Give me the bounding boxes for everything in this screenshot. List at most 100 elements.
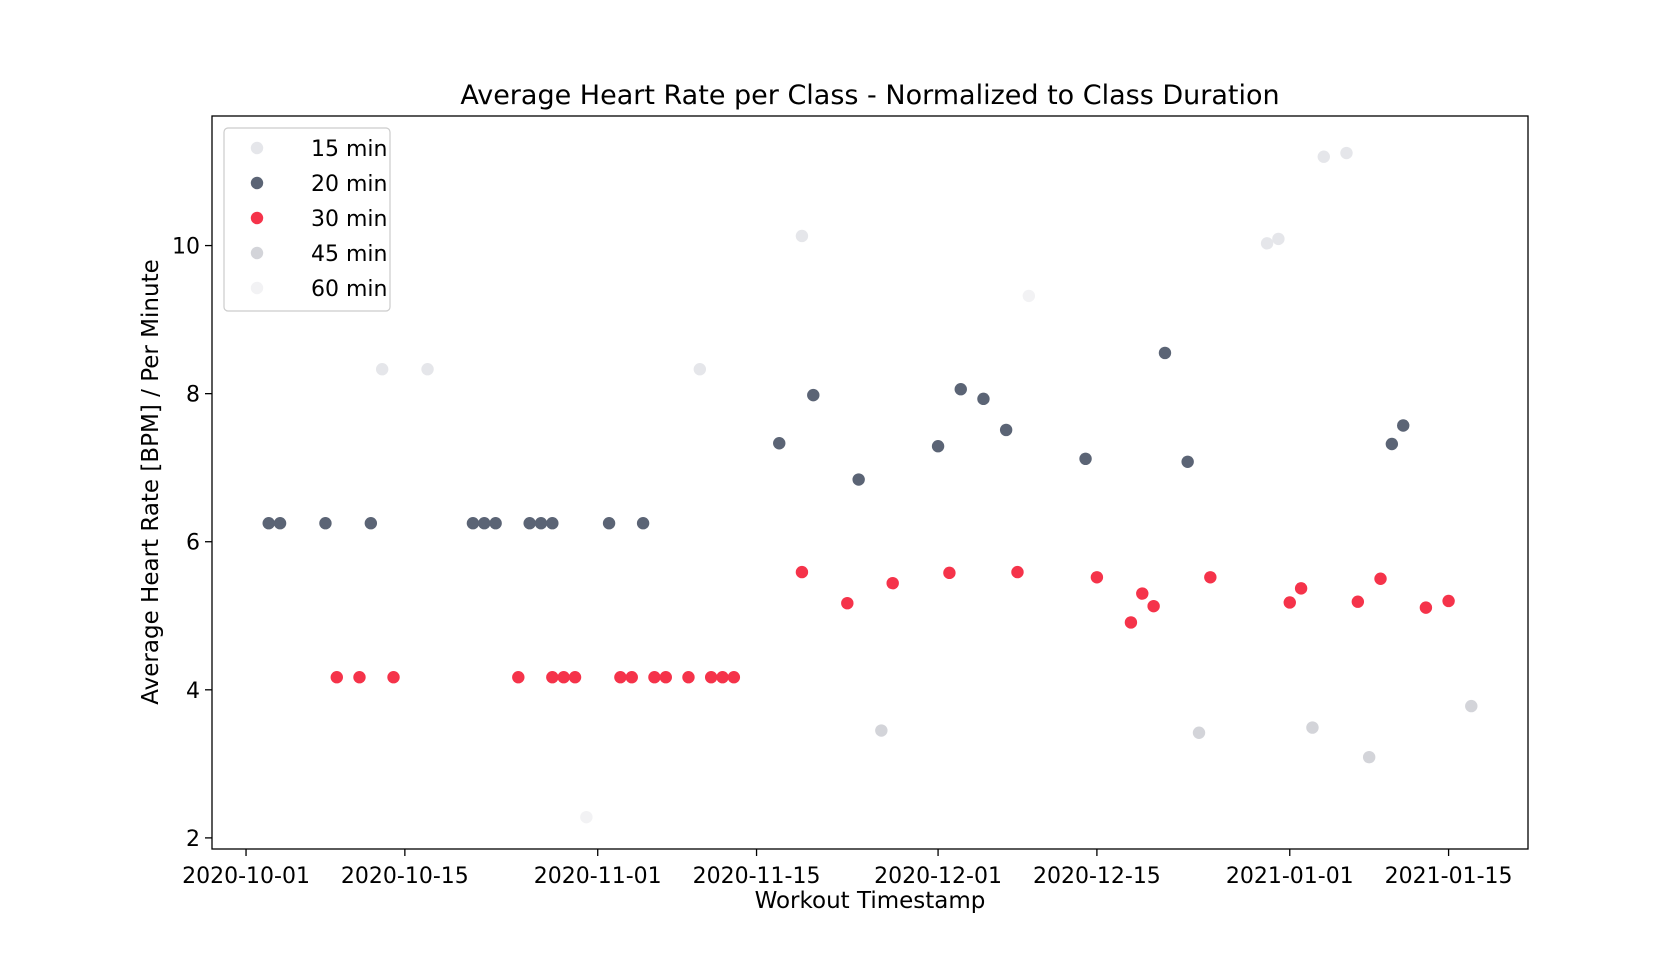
point-20-min-13 <box>807 388 820 402</box>
point-20-min-11 <box>636 517 650 530</box>
point-30-min-17 <box>886 576 899 590</box>
point-20-min-23 <box>1397 419 1410 432</box>
point-30-min-1 <box>353 671 366 684</box>
point-30-min-18 <box>943 566 956 580</box>
legend-label-30-min: 30 min <box>311 207 387 232</box>
y-tick-label: 4 <box>186 679 200 704</box>
plot-frame <box>211 115 1529 850</box>
point-20-min-3 <box>364 517 378 530</box>
point-30-min-25 <box>1283 596 1296 609</box>
point-30-min-12 <box>704 671 718 684</box>
point-20-min-10 <box>602 517 616 530</box>
x-tick-label: 2020-12-01 <box>874 864 1002 889</box>
point-15-min-3 <box>795 229 809 243</box>
y-tick-label: 8 <box>186 383 200 408</box>
x-tick-label: 2020-11-15 <box>693 864 821 889</box>
y-tick-label: 6 <box>186 531 200 556</box>
x-axis: 2020-10-01 2020-10-15 2020-11-01 2020-11-15… <box>182 849 1513 889</box>
point-30-min-15 <box>795 565 809 579</box>
legend-label-15-min: 15 min <box>311 137 387 162</box>
x-tick-label: 2020-12-15 <box>1033 864 1161 889</box>
point-20-min-4 <box>466 517 480 530</box>
point-30-min-13 <box>716 671 729 684</box>
y-tick-label: 10 <box>172 235 200 260</box>
legend-label-45-min: 45 min <box>311 242 387 267</box>
point-30-min-7 <box>614 671 627 684</box>
point-20-min-8 <box>534 517 548 530</box>
point-30-min-22 <box>1136 587 1149 600</box>
point-20-min-9 <box>546 517 559 530</box>
x-tick-label: 2021-01-15 <box>1385 864 1513 889</box>
point-45-min-0 <box>875 724 888 737</box>
point-60-min-0 <box>580 810 593 824</box>
point-20-min-20 <box>1158 346 1172 360</box>
point-30-min-24 <box>1204 571 1217 584</box>
point-20-min-22 <box>1385 437 1399 451</box>
point-30-min-4 <box>546 671 559 684</box>
point-30-min-6 <box>568 671 582 684</box>
point-60-min-1 <box>1022 289 1036 303</box>
point-30-min-9 <box>648 671 661 684</box>
legend-label-20-min: 20 min <box>311 172 387 197</box>
point-30-min-26 <box>1294 582 1308 595</box>
point-20-min-16 <box>954 383 967 396</box>
point-30-min-28 <box>1374 572 1387 585</box>
point-30-min-0 <box>330 671 343 684</box>
point-15-min-5 <box>1272 232 1285 246</box>
point-30-min-29 <box>1419 601 1433 614</box>
y-axis-label: Average Heart Rate [BPM] / Per Minute <box>138 259 164 704</box>
point-30-min-3 <box>512 671 525 684</box>
point-15-min-4 <box>1260 237 1274 250</box>
point-30-min-5 <box>557 671 570 684</box>
point-20-min-17 <box>977 392 990 406</box>
point-30-min-16 <box>841 596 854 610</box>
point-45-min-3 <box>1362 750 1376 764</box>
y-axis: 2 4 6 8 10 <box>172 235 212 852</box>
point-30-min-23 <box>1147 599 1160 613</box>
x-tick-label: 2021-01-01 <box>1226 864 1354 889</box>
point-15-min-1 <box>421 363 434 376</box>
legend-marker-45-min <box>250 246 264 260</box>
x-tick-label: 2020-10-01 <box>182 864 310 889</box>
point-30-min-2 <box>387 671 400 684</box>
point-30-min-21 <box>1124 616 1138 629</box>
point-30-min-30 <box>1442 594 1455 608</box>
point-45-min-2 <box>1306 721 1319 734</box>
legend-marker-30-min <box>250 211 264 225</box>
point-30-min-27 <box>1351 595 1365 608</box>
x-tick-label: 2020-11-01 <box>534 864 662 889</box>
point-30-min-19 <box>1011 565 1024 579</box>
legend-marker-20-min <box>250 176 264 190</box>
legend-box <box>223 127 391 312</box>
point-45-min-4 <box>1465 699 1478 713</box>
point-30-min-10 <box>659 671 672 684</box>
x-axis-label: Workout Timestamp <box>755 888 986 914</box>
point-20-min-15 <box>931 440 945 453</box>
point-20-min-7 <box>523 517 536 530</box>
point-20-min-2 <box>319 517 332 530</box>
legend-label-60-min: 60 min <box>311 277 387 302</box>
point-20-min-5 <box>478 517 491 530</box>
legend: 15 min 20 min 30 min 45 min 60 min <box>223 127 391 312</box>
point-30-min-20 <box>1090 571 1104 584</box>
legend-marker-15-min <box>250 141 264 155</box>
y-tick-label: 2 <box>186 827 200 852</box>
x-tick-label: 2020-10-15 <box>341 864 469 889</box>
point-20-min-19 <box>1079 452 1092 466</box>
point-20-min-6 <box>489 517 502 530</box>
point-20-min-18 <box>999 423 1013 437</box>
point-30-min-14 <box>727 671 741 684</box>
legend-marker-60-min <box>250 281 264 295</box>
point-20-min-21 <box>1181 455 1194 468</box>
points-layer <box>262 146 1478 824</box>
chart-title: Average Heart Rate per Class - Normalize… <box>460 80 1279 111</box>
point-15-min-0 <box>375 363 389 376</box>
point-20-min-0 <box>262 517 275 530</box>
point-30-min-8 <box>625 671 638 684</box>
point-15-min-7 <box>1340 146 1353 160</box>
point-30-min-11 <box>682 671 695 684</box>
point-20-min-1 <box>273 517 287 530</box>
point-15-min-6 <box>1317 150 1330 163</box>
point-20-min-14 <box>852 473 865 486</box>
